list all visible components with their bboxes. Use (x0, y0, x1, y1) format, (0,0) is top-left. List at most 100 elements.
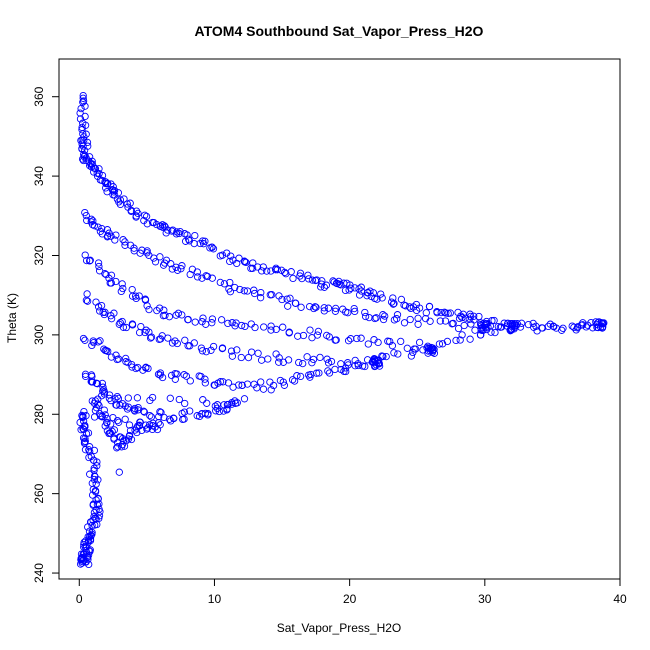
data-point (81, 112, 89, 121)
data-point (278, 295, 286, 304)
data-point (102, 179, 110, 188)
data-point (456, 336, 464, 344)
data-point (173, 266, 182, 274)
data-point (303, 353, 311, 361)
data-point (156, 253, 164, 261)
data-point (83, 553, 91, 562)
data-point (161, 311, 169, 319)
data-point (146, 396, 154, 405)
data-point (251, 323, 259, 332)
data-point (316, 353, 324, 362)
data-point (436, 317, 444, 325)
data-point (280, 381, 289, 389)
data-point (79, 97, 88, 105)
data-point (112, 401, 120, 409)
data-point (77, 104, 85, 113)
data-point (201, 409, 210, 418)
data-point (113, 392, 121, 401)
x-tick-label: 20 (343, 592, 357, 606)
data-point (357, 334, 365, 342)
data-point (90, 464, 98, 472)
data-point (90, 413, 99, 421)
data-point (101, 422, 109, 430)
data-point (89, 516, 97, 524)
plot-frame (58, 58, 621, 580)
data-point (282, 270, 290, 278)
data-point (372, 314, 380, 322)
data-point (379, 352, 387, 361)
data-point (254, 349, 262, 357)
data-point (90, 513, 98, 521)
data-point (141, 295, 149, 303)
data-point (89, 217, 97, 225)
data-point (350, 304, 358, 313)
data-point (332, 336, 340, 344)
data-point (371, 314, 379, 323)
data-point (389, 300, 397, 308)
data-point (203, 272, 212, 281)
data-point (211, 402, 219, 410)
data-point (119, 284, 127, 293)
data-point (393, 315, 401, 323)
data-point (415, 304, 424, 312)
data-point (377, 290, 385, 298)
data-point (448, 320, 456, 328)
data-point (579, 321, 587, 329)
data-point (313, 276, 321, 284)
data-point (90, 475, 99, 484)
data-point (250, 286, 258, 294)
data-point (284, 302, 292, 310)
data-point (351, 307, 359, 316)
data-point (224, 319, 232, 328)
data-point (159, 261, 168, 269)
data-point (85, 446, 93, 454)
data-point (118, 280, 126, 288)
data-point (342, 367, 350, 376)
data-point (133, 394, 142, 402)
data-point (454, 324, 463, 333)
data-point (135, 328, 144, 337)
data-point (364, 340, 372, 348)
data-point (103, 414, 111, 423)
data-point (130, 247, 138, 255)
data-point (89, 456, 98, 464)
data-point (110, 188, 118, 196)
data-point (85, 257, 94, 265)
data-point (107, 315, 116, 323)
data-points (76, 91, 608, 569)
data-point (107, 279, 115, 287)
data-point (233, 259, 241, 268)
data-point (114, 443, 122, 451)
data-point (120, 195, 128, 203)
data-point (149, 422, 157, 430)
y-tick-label: 260 (32, 483, 46, 503)
data-point (313, 331, 322, 339)
data-point (176, 227, 184, 236)
data-point (452, 336, 460, 345)
data-point (257, 356, 266, 364)
data-point (361, 312, 370, 321)
data-point (147, 413, 156, 421)
data-point (121, 241, 129, 249)
data-point (223, 406, 231, 414)
data-point (544, 322, 552, 331)
data-point (357, 283, 365, 291)
data-point (227, 252, 235, 260)
data-point (87, 452, 95, 461)
data-point (79, 334, 88, 343)
data-point (96, 337, 104, 345)
data-point (305, 275, 313, 283)
y-tick-label: 360 (32, 86, 46, 106)
data-point (82, 296, 91, 304)
data-point (114, 394, 123, 403)
data-point (190, 339, 198, 347)
data-point (76, 115, 85, 123)
data-point (146, 334, 155, 342)
data-point (154, 419, 163, 427)
data-point (405, 303, 414, 311)
data-point (147, 333, 156, 341)
data-point (236, 285, 244, 294)
data-point (203, 399, 211, 407)
data-point (158, 373, 167, 382)
data-point (593, 323, 601, 332)
